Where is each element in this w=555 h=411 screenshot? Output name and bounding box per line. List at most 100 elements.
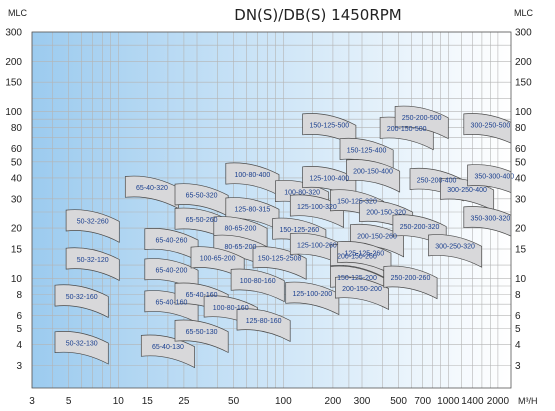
x-tick-label: 100 xyxy=(275,396,292,407)
y-tick-label-right: 100 xyxy=(515,107,532,118)
y-tick-labels-right: 3 4 5 6 8 10 15 20 30 40 50 60 80 100 150 200 300 xyxy=(515,28,532,373)
y-tick-label-left: 6 xyxy=(16,311,22,322)
pump-zone xyxy=(463,206,511,237)
y-tick-label-right: 200 xyxy=(515,57,532,68)
zone-label: 150-125-500 xyxy=(309,123,349,130)
x-tick-label: 3 xyxy=(29,396,35,407)
pump-zone xyxy=(346,159,401,193)
y-tick-label-left: 20 xyxy=(11,224,23,235)
x-tick-label: 1000 xyxy=(437,396,460,407)
zone-label: 65-50-130 xyxy=(186,329,218,336)
x-axis-label: M³/H xyxy=(518,396,538,406)
pump-zone xyxy=(252,246,307,280)
y-tick-label-right: 30 xyxy=(515,194,527,205)
zone-label: 250-200-320 xyxy=(400,224,440,231)
zone-label: 100-80-400 xyxy=(234,172,270,179)
zone-label: 125-80-160 xyxy=(246,318,282,325)
pump-zone xyxy=(428,234,483,268)
y-tick-label-right: 300 xyxy=(515,28,532,39)
plot-area: 65-40-320 50-32-260 50-32-120 50-32-160 50-3… xyxy=(31,31,515,389)
chart-title: DN(S)/DB(S) 1450RPM xyxy=(234,6,401,24)
y-tick-label-left: 200 xyxy=(5,57,22,68)
y-tick-label-left: 15 xyxy=(11,245,23,256)
y-tick-label-right: 50 xyxy=(515,157,527,168)
zone-label: 80-65-200 xyxy=(224,244,256,251)
pump-zone xyxy=(335,276,389,311)
x-tick-label: 300 xyxy=(354,396,371,407)
y-tick-label-right: 3 xyxy=(515,361,521,372)
zone-label: 100-65-200 xyxy=(200,256,236,263)
plot-frame xyxy=(31,31,512,389)
zone-label: 80-65-200 xyxy=(224,226,256,233)
zone-label: 50-32-160 xyxy=(66,294,98,301)
x-tick-label: 2000 xyxy=(487,396,510,407)
zone-label: 150-125-400 xyxy=(347,147,387,154)
zone-label: 100-80-160 xyxy=(213,305,249,312)
y-tick-label-left: 8 xyxy=(16,290,22,301)
y-tick-label-left: 100 xyxy=(5,107,22,118)
y-tick-label-right: 6 xyxy=(515,311,521,322)
zone-label: 150-125-260 xyxy=(279,227,319,234)
zone-label: 50-32-120 xyxy=(77,257,109,264)
zone-label: 150-125-2508 xyxy=(258,256,302,263)
zone-label: 65-40-160 xyxy=(155,300,187,307)
pump-zone xyxy=(236,308,291,342)
x-tick-label: 700 xyxy=(414,396,431,407)
zone-label: 150-125-200 xyxy=(337,275,377,282)
pump-zones xyxy=(54,105,511,369)
zone-label: 125-80-315 xyxy=(234,207,270,214)
zone-label: 200-150-500 xyxy=(387,126,427,133)
y-tick-label-left: 50 xyxy=(11,157,23,168)
y-tick-label-right: 15 xyxy=(515,245,527,256)
zone-label: 200-150-320 xyxy=(366,210,406,217)
pump-zone xyxy=(65,247,120,281)
x-tick-labels: 3 5 10 15 25 50 100 200 300 500 700 1000 1400 2000 xyxy=(29,396,509,407)
zone-label: 300-250-400 xyxy=(447,187,487,194)
pump-zone xyxy=(230,268,285,303)
zone-labels: 65-40-320 50-32-260 50-32-120 50-32-160 50-3… xyxy=(66,115,515,351)
pump-zone xyxy=(383,265,438,300)
y-tick-label-right: 8 xyxy=(515,290,521,301)
y-tick-label-right: 20 xyxy=(515,224,527,235)
zone-label: 50-32-130 xyxy=(66,340,98,347)
y-tick-label-left: 30 xyxy=(11,194,23,205)
pump-zone xyxy=(394,105,449,140)
zone-label: 100-80-320 xyxy=(284,189,320,196)
y-tick-label-right: 10 xyxy=(515,274,527,285)
pump-zone xyxy=(140,334,195,369)
y-tick-labels-left: 3 4 5 6 8 10 15 20 30 40 50 60 80 100 150 200 300 xyxy=(5,28,22,373)
zone-label: 200-150-260 xyxy=(357,233,397,240)
pump-zone xyxy=(285,281,340,316)
y-tick-label-right: 60 xyxy=(515,144,527,155)
y-tick-label-left: 5 xyxy=(16,324,22,335)
y-axis-label-right: MLC xyxy=(514,8,534,18)
zone-label: 65-40-200 xyxy=(155,268,187,275)
y-tick-label-right: 4 xyxy=(515,340,521,351)
y-tick-label-left: 150 xyxy=(5,78,22,89)
zone-label: 50-32-260 xyxy=(77,219,109,226)
zone-label: 125-100-200 xyxy=(292,291,332,298)
pump-zone xyxy=(54,284,109,318)
zone-label: 250-200-500 xyxy=(402,115,442,122)
y-axis-label-left: MLC xyxy=(8,8,28,18)
zone-label: 300-250-320 xyxy=(435,244,475,251)
x-tick-label: 1400 xyxy=(461,396,484,407)
zone-label: 250-200-400 xyxy=(417,177,457,184)
y-tick-label-left: 60 xyxy=(11,144,23,155)
zone-label: 200-150-200 xyxy=(342,286,382,293)
y-tick-label-right: 150 xyxy=(515,78,532,89)
x-tick-label: 15 xyxy=(142,396,154,407)
zone-label: 125-125-260 xyxy=(344,250,384,257)
zone-label: 125-100-400 xyxy=(309,175,349,182)
zone-label: 125-100-260 xyxy=(297,242,337,249)
y-tick-label-left: 300 xyxy=(5,28,22,39)
pump-zone xyxy=(65,209,120,243)
pump-zone xyxy=(54,331,109,365)
zone-label: 65-40-320 xyxy=(136,185,168,192)
x-tick-label: 10 xyxy=(113,396,125,407)
pump-zone xyxy=(463,113,511,144)
zone-label: 150-125-320 xyxy=(337,199,377,206)
x-tick-label: 200 xyxy=(325,396,342,407)
pump-zone xyxy=(174,319,229,354)
